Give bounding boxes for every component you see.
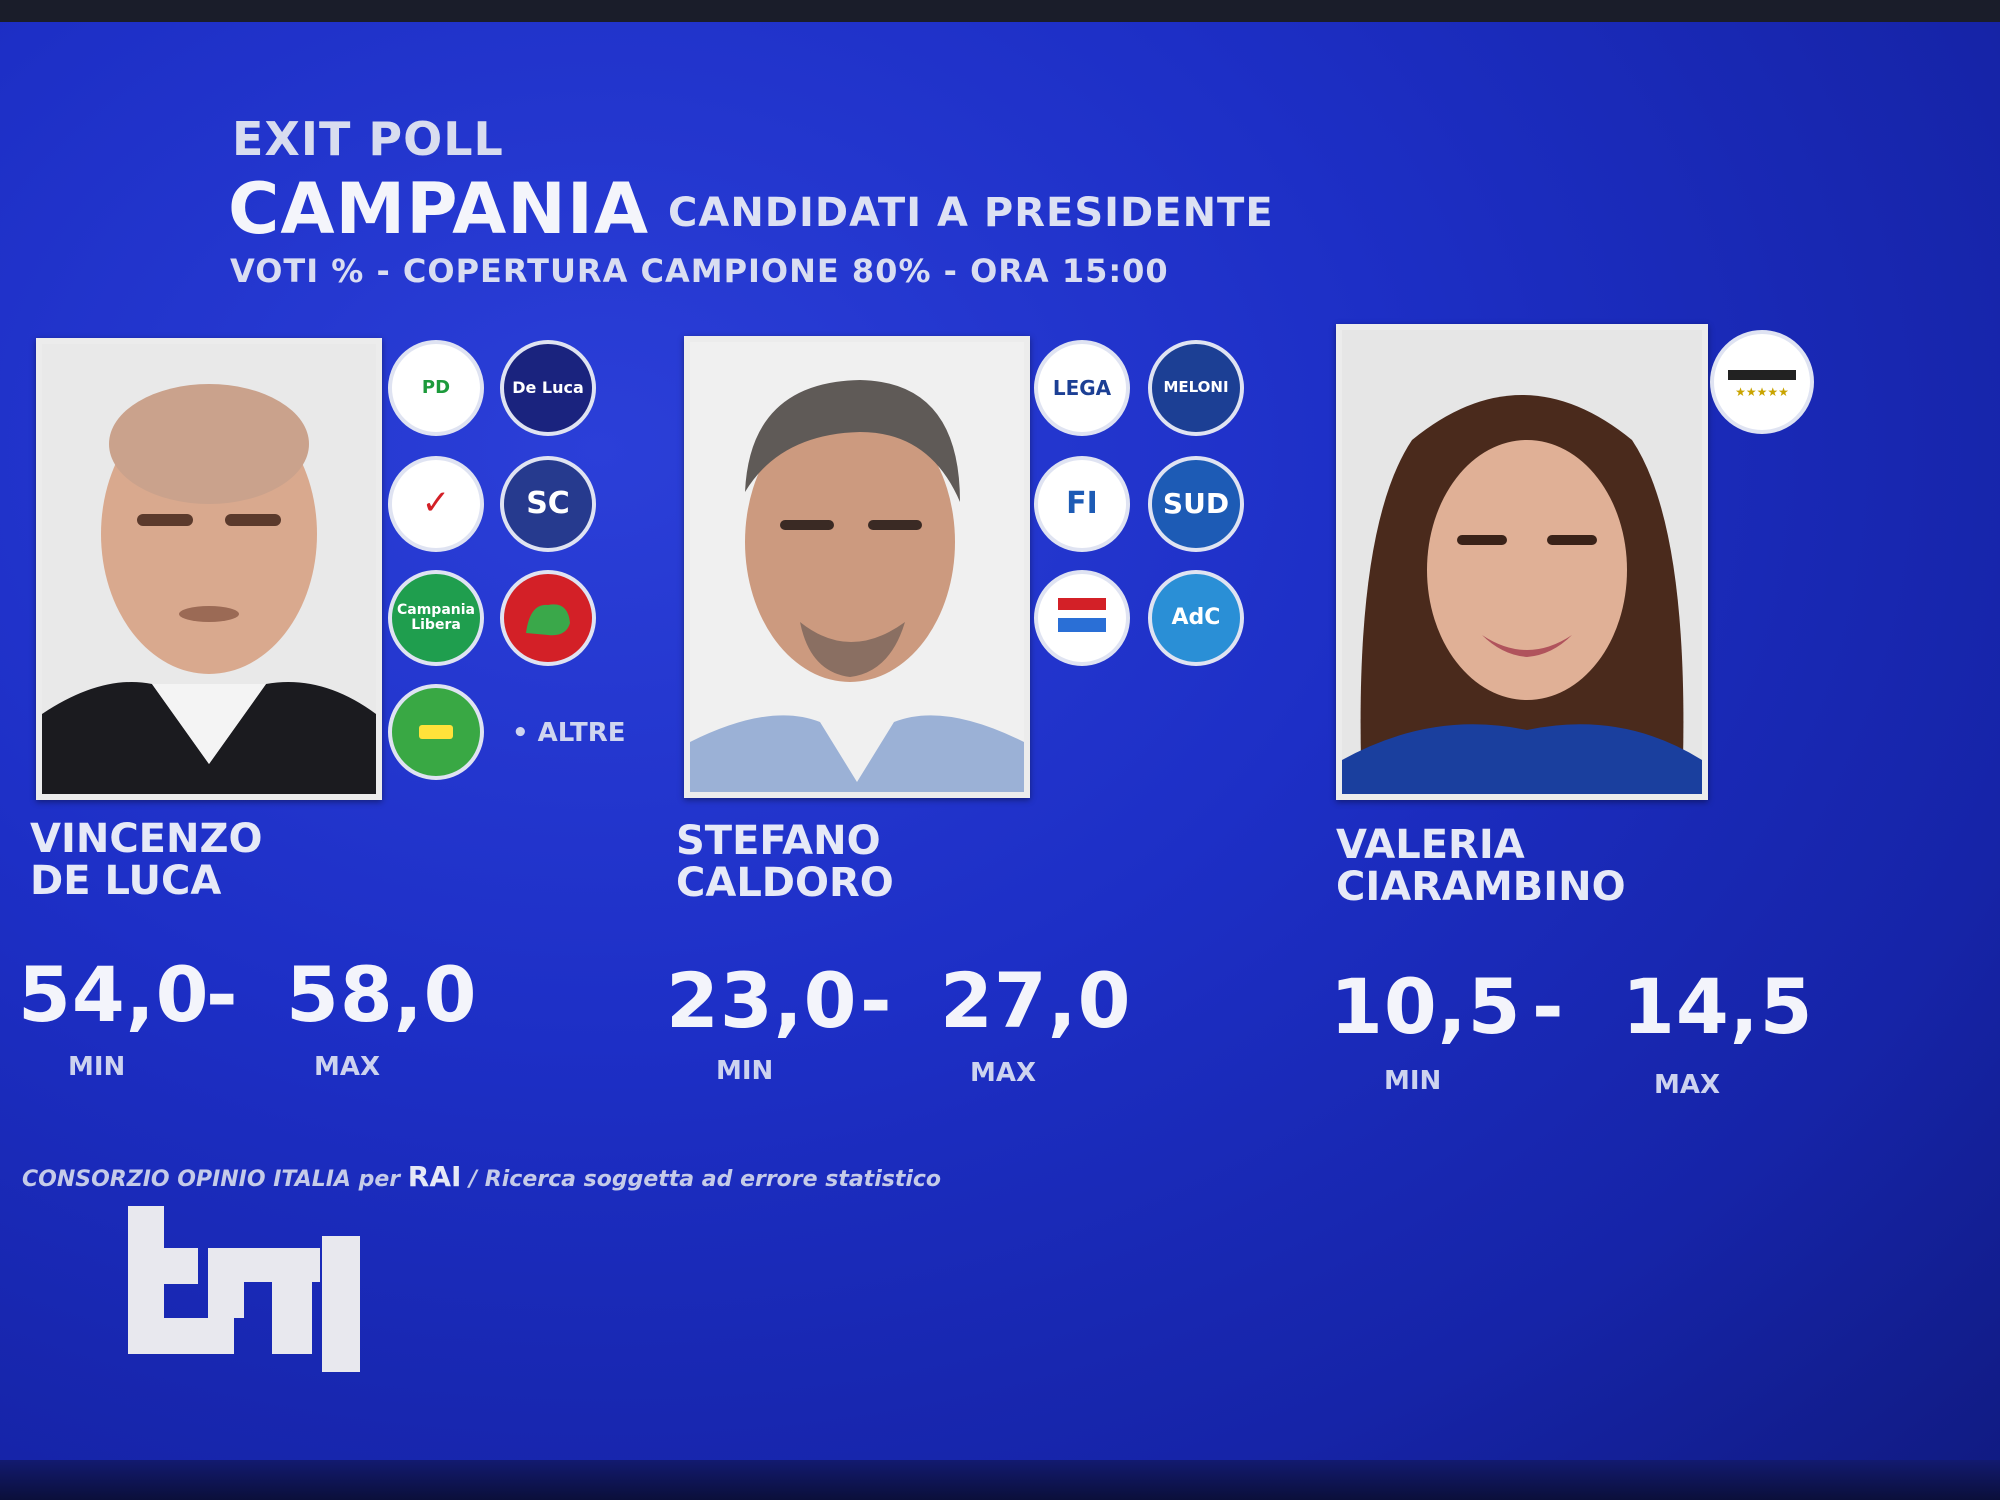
min-value: 10,5 xyxy=(1330,962,1522,1051)
candidate-photo-de-luca xyxy=(36,338,382,800)
lega-logo-icon: LEGA xyxy=(1034,340,1130,436)
dark-list-logo-icon: SC xyxy=(500,456,596,552)
check-logo-icon: ✓ xyxy=(388,456,484,552)
min-value: 23,0 xyxy=(666,956,858,1045)
candidate-last-name: CIARAMBINO xyxy=(1336,864,1626,910)
forza-italia-logo-icon: FI xyxy=(1034,456,1130,552)
candidate-photo-ciarambino xyxy=(1336,324,1708,800)
candidate-first-name: STEFANO xyxy=(676,818,881,864)
candidate-last-name: DE LUCA xyxy=(30,858,222,904)
max-value: 27,0 xyxy=(940,956,1132,1045)
others-label: • ALTRE xyxy=(512,718,626,748)
min-value: 54,0 xyxy=(18,950,210,1039)
subtitle: CANDIDATI A PRESIDENTE xyxy=(668,190,1274,236)
range-separator: - xyxy=(860,956,893,1045)
poll-meta: VOTI % - COPERTURA CAMPIONE 80% - ORA 15… xyxy=(230,252,1169,290)
green-list-logo-icon xyxy=(388,684,484,780)
range-separator: - xyxy=(1532,962,1565,1051)
rai-label: RAI xyxy=(407,1160,462,1193)
de-luca-presidente-logo-icon: De Luca xyxy=(500,340,596,436)
source-text: CONSORZIO OPINIO ITALIA per xyxy=(22,1167,408,1192)
svg-text:★★★★★: ★★★★★ xyxy=(1735,385,1789,399)
candidate-last-name: CALDORO xyxy=(676,860,894,906)
min-label: MIN xyxy=(1384,1066,1442,1096)
red-list-logo-icon xyxy=(500,570,596,666)
tg1-logo-icon xyxy=(128,1206,360,1372)
movimento-5-stelle-logo-icon: ★★★★★ xyxy=(1710,330,1814,434)
candidate-first-name: VALERIA xyxy=(1336,822,1525,868)
candidate-photo-caldoro xyxy=(684,336,1030,798)
campania-libera-logo-icon: Campania Libera xyxy=(388,570,484,666)
min-label: MIN xyxy=(716,1056,774,1086)
disclaimer-text: / Ricerca soggetta ad errore statistico xyxy=(461,1167,942,1192)
tv-bezel-top xyxy=(0,0,2000,22)
max-value: 14,5 xyxy=(1622,962,1814,1051)
sud-logo-icon: SUD xyxy=(1148,456,1244,552)
min-label: MIN xyxy=(68,1052,126,1082)
max-label: MAX xyxy=(314,1052,381,1082)
caldoro-list-logo-icon xyxy=(1034,570,1130,666)
source-note: CONSORZIO OPINIO ITALIA per RAI / Ricerc… xyxy=(22,1160,941,1193)
tv-bezel-bottom xyxy=(0,1460,2000,1500)
range-separator: - xyxy=(206,950,239,1039)
max-value: 58,0 xyxy=(286,950,478,1039)
region-title: CAMPANIA xyxy=(228,168,650,250)
fratelli-italia-logo-icon: MELONI xyxy=(1148,340,1244,436)
candidate-first-name: VINCENZO xyxy=(30,816,263,862)
max-label: MAX xyxy=(1654,1070,1721,1100)
max-label: MAX xyxy=(970,1058,1037,1088)
exit-poll-label: EXIT POLL xyxy=(232,112,504,166)
pd-logo-icon: PD xyxy=(388,340,484,436)
adc-logo-icon: AdC xyxy=(1148,570,1244,666)
